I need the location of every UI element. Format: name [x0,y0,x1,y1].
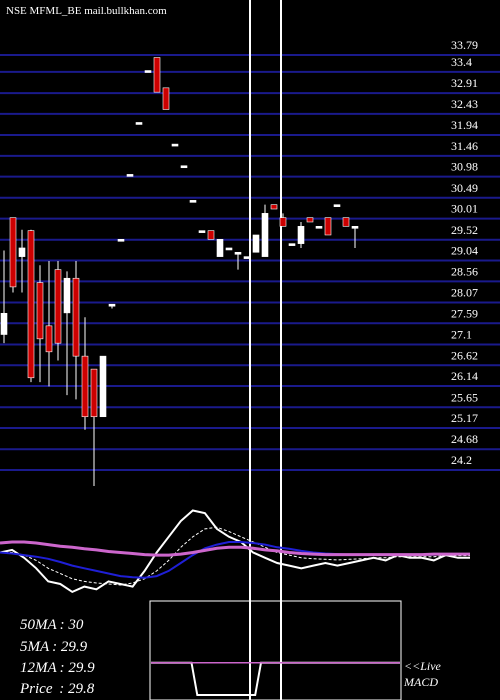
candle-body [225,247,233,251]
candle-body [342,217,350,227]
candle-body [252,234,260,253]
candle-body [279,217,287,227]
y-tick-label: 26.62 [451,348,478,362]
y-tick-label: 30.49 [451,181,478,195]
y-tick-label: 33.4 [451,55,472,69]
y-tick-label: 26.14 [451,369,478,383]
stat-value: : 29.8 [55,681,94,697]
y-tick-label: 30.98 [451,160,478,174]
candle-body [351,226,359,229]
candle-body [126,174,134,177]
candle-body [63,277,71,314]
stat-value: : 29.9 [52,639,87,655]
macd-live-label: <<Live [404,659,442,673]
candle-body [144,70,152,73]
candle-body [333,204,341,207]
y-tick-label: 28.07 [451,286,478,300]
candle-body [108,303,116,307]
candle-body [261,213,269,257]
y-tick-label: 29.04 [451,244,478,258]
stat-label: 5MA [20,639,50,655]
candle-body [27,230,35,379]
candle-body [171,143,179,147]
stat-50ma: 50MA: 30 [20,617,84,633]
candle-body [153,57,161,93]
stat-label: 12MA [20,660,57,676]
cursor-lines [249,0,282,700]
stats-panel: 50MA: 30 5MA: 29.9 12MA: 29.9 Price : 29… [19,617,95,697]
candle-body [99,355,107,418]
oscillator-panel [0,509,470,594]
candle-body [45,325,53,353]
candle-body [135,122,143,125]
macd-box [149,600,402,700]
candle-body [180,165,188,169]
y-tick-label: 27.1 [451,328,472,342]
candle-body [90,368,98,418]
y-tick-label: 25.65 [451,390,478,404]
oscillator-series-line [0,526,470,586]
candle-body [234,251,242,255]
y-tick-label: 25.17 [451,411,478,425]
stat-price: Price : 29.8 [19,681,95,697]
macd-title-label: MACD [403,675,438,689]
stat-value: : 29.9 [60,660,95,676]
stat-5ma: 5MA: 29.9 [20,639,88,655]
candle-body [117,239,125,242]
oscillator-series-line [0,509,470,594]
candle-body [189,200,197,203]
candle-body [207,230,215,240]
candle-body [9,217,17,288]
y-tick-label: 24.2 [451,453,472,467]
candle-body [216,239,224,257]
y-tick-label: 29.52 [451,223,478,237]
y-tick-label: 31.94 [451,118,478,132]
candle-body [81,355,89,418]
candle-body [315,226,323,229]
stat-label: Price [19,681,53,697]
candle-body [288,243,296,246]
y-tick-label: 31.46 [451,139,478,153]
candle-body [324,217,332,236]
candle-body [306,217,314,223]
oscillator-series-line [0,540,470,557]
y-tick-label: 32.43 [451,97,478,111]
stat-12ma: 12MA: 29.9 [20,660,95,676]
ticker-title: NSE MFML_BE mail.bullkhan.com [6,5,167,17]
candle-body [162,87,170,110]
candle-body [72,277,80,357]
stat-value: : 30 [60,617,84,633]
y-tick-label: 30.01 [451,202,478,216]
macd-panel [149,600,402,700]
candle-body [0,313,8,335]
candle-body [18,247,26,257]
y-tick-label: 27.59 [451,306,478,320]
candle-body [270,204,278,210]
candle-body [54,269,62,344]
candle-body [297,226,305,244]
y-tick-label: 24.68 [451,432,478,446]
candles [0,57,359,486]
candle-body [36,282,44,340]
candle-body [243,256,251,259]
y-tick-label: 33.79 [451,38,478,52]
candle-body [198,230,206,233]
y-axis-ticks: 33.79 33.4 32.91 32.43 31.94 31.46 30.98 30.49 3… [451,38,478,467]
y-tick-label: 28.56 [451,264,478,278]
y-tick-label: 32.91 [451,76,478,90]
stat-label: 50MA [20,617,57,633]
